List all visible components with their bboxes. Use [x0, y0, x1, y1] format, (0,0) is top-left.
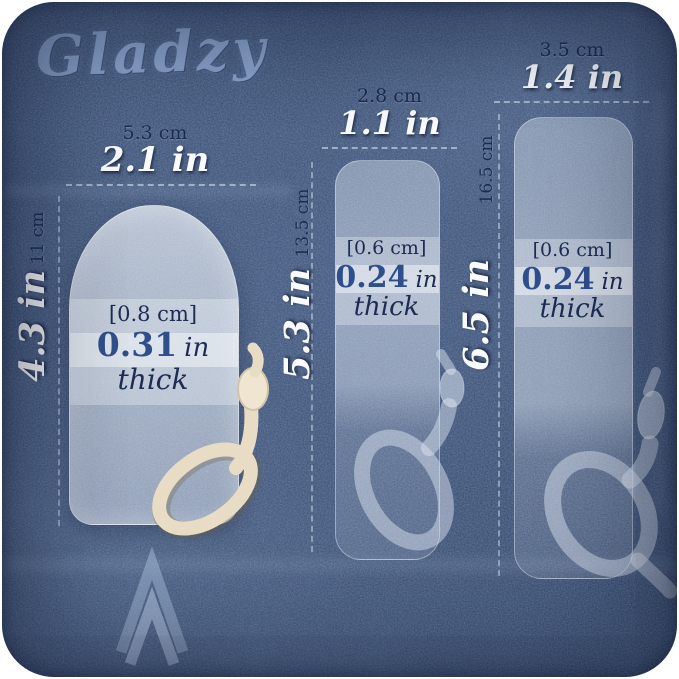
- item2-length-guide-line: [311, 162, 313, 552]
- stone1-band: [70, 333, 238, 367]
- item3-width-guide-line: [494, 101, 649, 103]
- item3-length-in-label: 6.5 in: [456, 259, 497, 371]
- pumice-stone-tall: [514, 117, 633, 579]
- pumice-stone-medium: [335, 160, 440, 560]
- item3-width-cm-label: 3.5 cm: [539, 39, 605, 61]
- item2-length-in-label: 5.3 in: [277, 268, 318, 380]
- stone3-band: [515, 295, 632, 327]
- item3-thickness-in-unit: in: [601, 269, 624, 295]
- item2-thickness-in-label: 0.24 in: [335, 262, 438, 294]
- item2-width-guide-line: [322, 147, 457, 149]
- item3-length-cm-label: 16.5 cm: [477, 135, 497, 205]
- stone2-band: [336, 293, 439, 325]
- item3-thickness-in-value: 0.24: [521, 262, 595, 297]
- item1-thickness-word: thick: [117, 363, 189, 396]
- stone2-band: [336, 237, 439, 265]
- item1-thickness-in-value: 0.31: [96, 325, 178, 364]
- item3-thickness-word: thick: [539, 294, 606, 324]
- item1-thickness-cm-label: [0.8 cm]: [108, 302, 198, 326]
- item1-thickness-in-label: 0.31 in: [69, 325, 237, 364]
- stone1-band: [70, 299, 238, 333]
- item2-width-in-label: 1.1 in: [338, 104, 441, 142]
- item2-thickness-in-value: 0.24: [335, 260, 409, 295]
- item1-width-cm-label: 5.3 cm: [122, 122, 188, 144]
- item1-length-in-label: 4.3 in: [12, 270, 53, 382]
- item1-width-guide-line: [66, 184, 256, 186]
- item2-thickness-in-unit: in: [415, 267, 438, 293]
- item1-width-in-label: 2.1 in: [100, 140, 210, 180]
- item3-width-in-label: 1.4 in: [520, 58, 624, 96]
- item2-length-cm-label: 13.5 cm: [293, 188, 313, 258]
- item1-length-guide-line: [58, 196, 60, 526]
- item3-thickness-cm-label: [0.6 cm]: [532, 239, 613, 261]
- item3-thickness-in-label: 0.24 in: [514, 264, 631, 296]
- brand-logo: Gladzy: [34, 15, 270, 91]
- item2-thickness-cm-label: [0.6 cm]: [346, 237, 427, 259]
- item3-length-guide-line: [498, 114, 500, 576]
- item1-thickness-in-unit: in: [184, 333, 210, 363]
- stone3-band: [515, 267, 632, 295]
- item2-thickness-word: thick: [353, 292, 420, 322]
- item2-width-cm-label: 2.8 cm: [357, 85, 422, 107]
- stone3-band: [515, 239, 632, 267]
- stone1-band: [70, 367, 238, 405]
- stone2-band: [336, 265, 439, 293]
